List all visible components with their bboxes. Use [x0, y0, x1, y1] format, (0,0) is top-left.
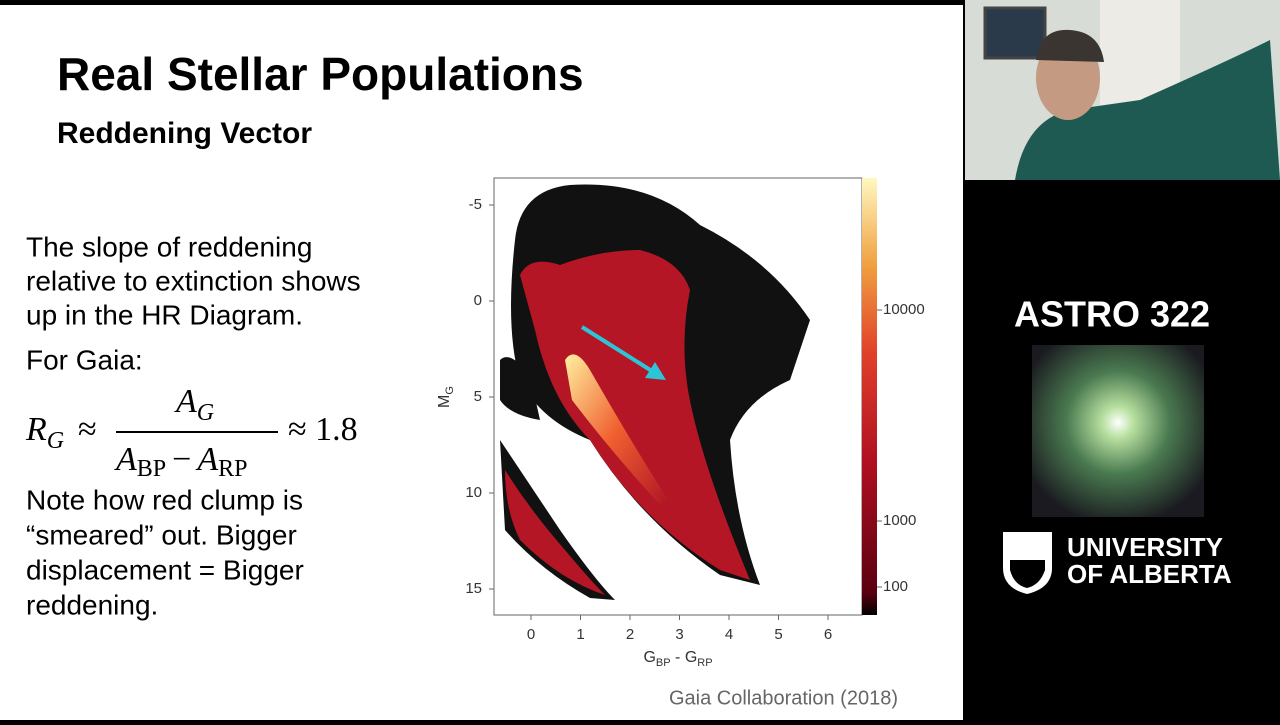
note-text: Note how red clump is “smeared” out. Bigg… — [26, 484, 304, 620]
university-line: OF ALBERTA — [1067, 559, 1232, 589]
intro-line: up in the HR Diagram. — [26, 299, 303, 330]
x-tick-label: 2 — [626, 626, 634, 643]
y-tick-label: 0 — [474, 292, 482, 309]
colorbar-tick-label: 1000 — [883, 512, 916, 529]
white-dwarfs — [505, 470, 605, 595]
intro-line: relative to extinction shows — [26, 265, 361, 296]
eq-num: AG — [174, 383, 214, 426]
y-axis-label: MG — [436, 386, 456, 408]
eq-den: ABP − ARP — [114, 441, 247, 482]
university-line: UNIVERSITY — [1067, 532, 1223, 562]
x-tick-label: 3 — [675, 626, 683, 643]
reddening-vector — [580, 325, 657, 375]
course-title: ASTRO 322 — [1014, 294, 1210, 335]
colorbar-tick-label: 100 — [883, 578, 908, 595]
y-tick-label: 15 — [465, 580, 482, 597]
university-logo — [1003, 532, 1052, 594]
x-axis-label: GBP - GRP — [643, 649, 712, 669]
note-line: “smeared” out. Bigger — [26, 519, 297, 550]
y-tick-label: 5 — [474, 388, 482, 405]
x-tick-label: 0 — [527, 626, 535, 643]
hr-diagram: -5 0 5 10 15 0 1 2 3 4 5 6 10000 1000 100 MG GBP - GRP — [436, 177, 925, 669]
x-tick-label: 5 — [774, 626, 782, 643]
webcam — [965, 0, 1280, 180]
density-core — [520, 250, 750, 580]
x-tick-label: 1 — [576, 626, 584, 643]
equation: RG ≈ AG ABP − ARP ≈ 1.8 — [25, 383, 358, 482]
eq-result: ≈ 1.8 — [288, 411, 358, 448]
x-tick-label: 4 — [725, 626, 733, 643]
main-sequence — [565, 354, 668, 505]
credit: Gaia Collaboration (2018) — [669, 687, 898, 709]
note-line: reddening. — [26, 589, 158, 620]
y-tick-label: 10 — [465, 484, 482, 501]
ticks: -5 0 5 10 15 0 1 2 3 4 5 6 10000 1000 100 — [465, 196, 924, 643]
note-line: Note how red clump is — [26, 484, 303, 515]
eq-lhs: RG — [25, 411, 64, 454]
colorbar-tick-label: 10000 — [883, 301, 925, 318]
y-tick-label: -5 — [469, 196, 482, 213]
arrow-head — [645, 362, 666, 380]
lead-text: For Gaia: — [26, 344, 143, 375]
slide-subtitle: Reddening Vector — [57, 117, 312, 150]
x-tick-label: 6 — [824, 626, 832, 643]
density-halo-2 — [500, 357, 540, 420]
galaxy-image — [1032, 345, 1204, 517]
slide-title: Real Stellar Populations — [57, 48, 584, 100]
eq-approx: ≈ — [78, 411, 97, 448]
colorbar — [862, 178, 877, 615]
intro-line: The slope of reddening — [26, 231, 312, 262]
note-line: displacement = Bigger — [26, 554, 304, 585]
